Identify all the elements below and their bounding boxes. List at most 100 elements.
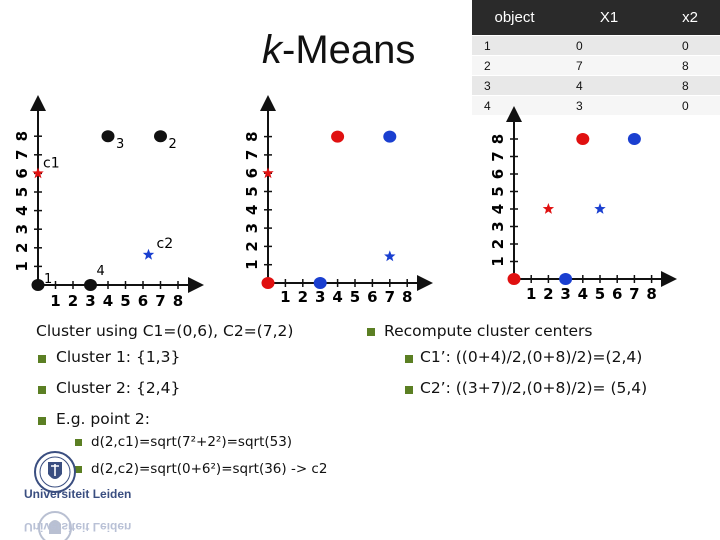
- table-cell: 0: [660, 95, 720, 115]
- kmeans-plots: 11223344556677881234c1c21122334455667788…: [13, 95, 677, 310]
- leiden-seal-logo: [34, 451, 76, 540]
- y-tick-label: 7: [243, 150, 261, 160]
- table-header-x1: X1: [558, 0, 660, 36]
- c2-prime-text: C2’: ((3+7)/2,(0+8)/2)= (5,4): [420, 379, 648, 397]
- y-tick-label: 6: [489, 169, 507, 179]
- page-title: k-Means: [262, 28, 416, 72]
- y-tick-label: 7: [13, 150, 31, 160]
- point-label: 3: [116, 137, 124, 152]
- centroid-c1-icon: [32, 167, 44, 179]
- y-tick-label: 1: [13, 261, 31, 271]
- red-point: [507, 273, 521, 285]
- x-tick-label: 2: [298, 288, 308, 306]
- x-tick-label: 7: [155, 292, 165, 310]
- y-tick-label: 8: [13, 131, 31, 141]
- table-cell: 4: [558, 75, 660, 96]
- table-cell: 3: [558, 95, 660, 115]
- x-tick-label: 5: [595, 285, 605, 303]
- y-tick-label: 3: [13, 224, 31, 234]
- x-tick-label: 1: [50, 292, 60, 310]
- blue-point: [313, 277, 327, 289]
- eg-text: E.g. point 2:: [56, 410, 150, 428]
- point-label: 1: [44, 272, 52, 287]
- y-tick-label: 2: [13, 243, 31, 253]
- blue-point: [627, 133, 641, 145]
- point-label: 2: [169, 137, 177, 152]
- x-tick-label: 5: [120, 292, 130, 310]
- blue-centroid-icon: [384, 250, 396, 262]
- y-tick-label: 5: [13, 187, 31, 197]
- table-row: 4 3 0: [472, 95, 720, 115]
- recompute-text: Recompute cluster centers: [384, 322, 593, 340]
- university-name-reflection: Universiteit Leiden: [24, 520, 132, 534]
- table-row: 2 7 8: [472, 55, 720, 76]
- y-tick-label: 3: [489, 221, 507, 231]
- bullet-icon: [405, 386, 413, 394]
- table-cell: 0: [660, 35, 720, 56]
- bullet-icon: [405, 355, 413, 363]
- y-tick-label: 4: [489, 204, 507, 214]
- y-tick-label: 4: [243, 205, 261, 215]
- cluster-using-text: Cluster using C1=(0,6), C2=(7,2): [36, 322, 294, 340]
- red-point: [331, 130, 345, 143]
- y-tick-label: 2: [243, 241, 261, 251]
- x-tick-label: 6: [367, 288, 377, 306]
- cluster2-text: Cluster 2: {2,4}: [56, 379, 181, 397]
- bullet-icon: [38, 355, 46, 363]
- bullet-icon: [38, 386, 46, 394]
- y-tick-label: 8: [489, 134, 507, 144]
- blue-point: [559, 273, 573, 285]
- y-tick-label: 1: [489, 256, 507, 266]
- distance-c1-text: d(2,c1)=sqrt(7²+2²)=sqrt(53): [91, 434, 293, 450]
- x-tick-label: 1: [526, 285, 536, 303]
- red-point: [261, 277, 275, 289]
- bullet-icon: [75, 466, 82, 473]
- bullet-icon: [38, 417, 46, 425]
- x-tick-label: 8: [173, 292, 183, 310]
- x-tick-label: 1: [280, 288, 290, 306]
- table-header-object: object: [472, 0, 558, 36]
- table-row: 1 0 0: [472, 35, 720, 56]
- data-point: [84, 279, 97, 291]
- y-tick-label: 5: [489, 186, 507, 196]
- x-tick-label: 4: [332, 288, 342, 306]
- university-name: Universiteit Leiden: [24, 487, 132, 501]
- y-tick-label: 7: [489, 151, 507, 161]
- table-cell: 7: [558, 55, 660, 76]
- y-tick-label: 4: [13, 205, 31, 215]
- x-tick-label: 8: [646, 285, 656, 303]
- x-tick-label: 6: [138, 292, 148, 310]
- table-cell: 8: [660, 75, 720, 96]
- data-point: [154, 130, 167, 143]
- x-tick-label: 6: [612, 285, 622, 303]
- table-cell: 1: [472, 35, 558, 56]
- y-tick-label: 3: [243, 223, 261, 233]
- cluster1-text: Cluster 1: {1,3}: [56, 348, 181, 366]
- c1-prime-text: C1’: ((0+4)/2,(0+8)/2)=(2,4): [420, 348, 643, 366]
- y-tick-label: 6: [13, 168, 31, 178]
- blue-point: [383, 130, 397, 143]
- table-row: 3 4 8: [472, 75, 720, 96]
- red-centroid-icon: [262, 167, 274, 179]
- x-tick-label: 4: [103, 292, 113, 310]
- distance-c2-text: d(2,c2)=sqrt(0+6²)=sqrt(36) -> c2: [91, 461, 328, 477]
- table-header: object X1 x2: [472, 0, 720, 36]
- y-tick-label: 6: [243, 168, 261, 178]
- point-label: 4: [97, 264, 105, 279]
- blue-centroid-icon: [594, 203, 606, 214]
- x-tick-label: 2: [68, 292, 78, 310]
- y-tick-label: 2: [489, 239, 507, 249]
- y-tick-label: 5: [243, 186, 261, 196]
- y-tick-label: 1: [243, 259, 261, 269]
- x-tick-label: 4: [578, 285, 588, 303]
- bullet-icon: [75, 439, 82, 446]
- table-header-x2: x2: [660, 0, 720, 36]
- table-cell: 3: [472, 75, 558, 96]
- red-point: [576, 133, 590, 145]
- table-cell: 4: [472, 95, 558, 115]
- table-cell: 8: [660, 55, 720, 76]
- data-point: [31, 279, 45, 291]
- x-tick-label: 7: [629, 285, 639, 303]
- object-table: object X1 x2 1 0 0 2 7 8 3 4 8 4 3 0: [472, 0, 720, 115]
- x-tick-label: 3: [315, 288, 325, 306]
